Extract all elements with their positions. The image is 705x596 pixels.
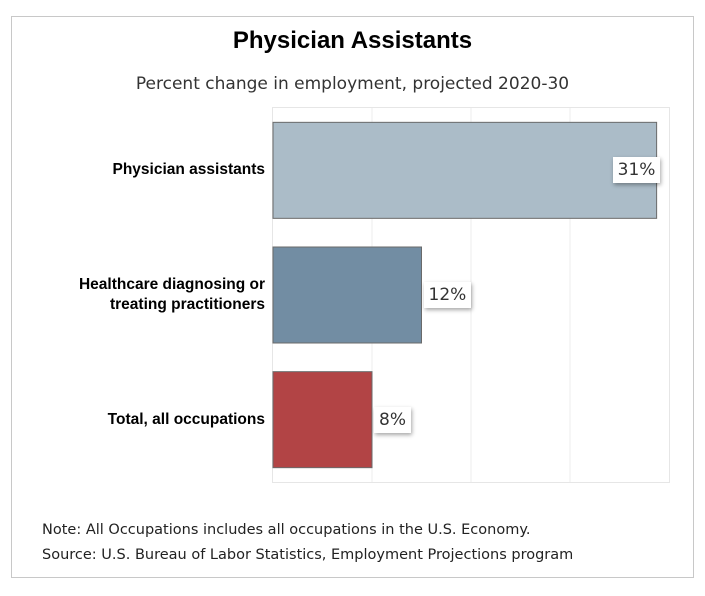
chart-note: Note: All Occupations includes all occup… bbox=[42, 522, 531, 538]
category-label: Total, all occupations bbox=[25, 410, 265, 430]
category-label-line: treating practitioners bbox=[109, 296, 265, 313]
data-label: 12% bbox=[423, 282, 472, 308]
chart-subtitle: Percent change in employment, projected … bbox=[135, 74, 570, 94]
chart-source: Source: U.S. Bureau of Labor Statistics,… bbox=[42, 547, 574, 563]
data-label: 31% bbox=[612, 157, 661, 184]
data-label: 8% bbox=[374, 406, 411, 433]
bar bbox=[272, 121, 658, 219]
category-label-line: Healthcare diagnosing or bbox=[78, 276, 265, 293]
category-label: Healthcare diagnosing or treating practit… bbox=[25, 275, 265, 315]
category-label-line: Physician assistants bbox=[112, 161, 266, 179]
bar bbox=[272, 246, 422, 344]
category-label: Physician assistants bbox=[25, 160, 266, 180]
bar bbox=[272, 371, 373, 469]
category-label-line: Total, all occupations bbox=[107, 410, 265, 428]
chart-title: Physician Assistants bbox=[232, 27, 473, 54]
